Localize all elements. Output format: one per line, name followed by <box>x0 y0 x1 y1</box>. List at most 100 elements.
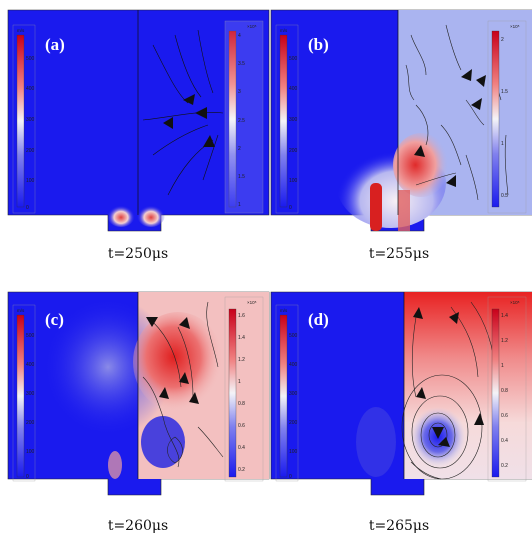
right-tick: 3.5 <box>238 61 245 67</box>
streamlines <box>142 301 224 468</box>
left-colorbar-frame <box>12 24 36 214</box>
panel-a: m/s 500 400 300 200 100 0 ×10⁵ 4 3.5 3 2… <box>3 5 271 240</box>
left-tick: 0 <box>26 474 29 480</box>
left-colorbar-frame <box>275 304 299 482</box>
right-tick: 0.6 <box>501 413 508 419</box>
right-tick: 2 <box>238 146 241 152</box>
right-tick: 1.5 <box>238 174 245 180</box>
right-colorbar-frame <box>487 20 527 214</box>
left-tick: 200 <box>289 148 298 154</box>
right-tick: 4 <box>238 33 241 39</box>
left-tick: 300 <box>289 391 298 397</box>
right-tick: 1 <box>238 202 241 208</box>
streamlines <box>405 24 509 201</box>
jet-blob <box>107 203 135 227</box>
panel-c-plot: m/s 500 400 300 200 100 0 ×10⁵ 1.6 1.4 1… <box>7 291 270 496</box>
time-caption-b: t=255μs <box>368 246 430 262</box>
left-colorbar-unit: m/s <box>280 308 288 313</box>
left-colorbar-frame <box>275 24 299 214</box>
wake-glow <box>43 297 173 437</box>
left-tick: 400 <box>26 362 35 368</box>
right-colorbar <box>228 308 237 478</box>
left-tick: 300 <box>26 117 35 123</box>
left-colorbar <box>16 34 25 208</box>
right-tick: 2 <box>501 37 504 43</box>
left-tick: 0 <box>289 474 292 480</box>
left-tick: 200 <box>289 420 298 426</box>
flow-arrows <box>163 94 215 147</box>
left-colorbar <box>279 34 288 208</box>
time-caption-a: t=250μs <box>107 246 169 262</box>
field-domain <box>7 9 270 232</box>
right-colorbar-frame <box>224 20 264 214</box>
right-tick: 1 <box>501 363 504 369</box>
panel-label: (b) <box>308 35 329 54</box>
right-colorbar <box>228 30 237 208</box>
panel-label: (d) <box>308 310 329 329</box>
panel-b: m/s 500 400 300 200 100 0 ×10⁵ 2 1.5 1 0… <box>266 5 532 240</box>
right-tick: 1.2 <box>501 338 508 344</box>
left-tick: 100 <box>26 449 35 455</box>
left-tick: 400 <box>289 362 298 368</box>
left-colorbar-unit: m/s <box>17 308 25 313</box>
right-colorbar-frame <box>487 296 527 482</box>
right-tick: 2.5 <box>238 118 245 124</box>
right-tick: 1 <box>238 379 241 385</box>
right-colorbar-unit: ×10⁵ <box>247 24 257 29</box>
left-tick: 400 <box>26 86 35 92</box>
right-tick: 1.2 <box>238 357 245 363</box>
left-tick: 500 <box>289 333 298 339</box>
jet-remnant <box>108 451 122 479</box>
right-tick: 1.5 <box>501 89 508 95</box>
panel-label: (a) <box>45 35 65 54</box>
right-tick: 0.8 <box>238 401 245 407</box>
right-colorbar-frame <box>224 296 264 482</box>
hot-region <box>133 312 223 412</box>
left-tick: 500 <box>26 333 35 339</box>
right-tick: 0.4 <box>238 445 245 451</box>
jet-blob <box>137 203 165 227</box>
left-tick: 100 <box>26 178 35 184</box>
right-tick: 1.4 <box>501 313 508 319</box>
left-colorbar-frame <box>12 304 36 482</box>
right-tick: 1.4 <box>238 335 245 341</box>
right-tick: 3 <box>238 89 241 95</box>
left-tick: 200 <box>26 420 35 426</box>
flow-arrows <box>146 317 199 404</box>
right-tick: 0.5 <box>501 193 508 199</box>
left-colorbar-unit: m/s <box>17 28 25 33</box>
right-colorbar <box>491 308 500 478</box>
right-tick: 1 <box>501 141 504 147</box>
right-tick: 1.6 <box>238 313 245 319</box>
panel-d: m/s 500 400 300 200 100 0 ×10⁵ 1.4 1.2 1… <box>266 287 532 507</box>
panel-a-plot: m/s 500 400 300 200 100 0 ×10⁵ 4 3.5 3 2… <box>7 9 270 232</box>
panel-label: (c) <box>45 310 64 329</box>
jet-core <box>398 190 410 231</box>
left-tick: 500 <box>289 56 298 62</box>
left-tick: 300 <box>26 391 35 397</box>
jet-core <box>370 183 382 231</box>
wake-glow <box>356 407 396 477</box>
right-tick: 0.6 <box>238 423 245 429</box>
time-caption-d: t=265μs <box>368 518 430 534</box>
left-tick: 0 <box>289 205 292 211</box>
left-tick: 100 <box>289 178 298 184</box>
panel-b-plot: m/s 500 400 300 200 100 0 ×10⁵ 2 1.5 1 0… <box>270 9 532 232</box>
panel-c: m/s 500 400 300 200 100 0 ×10⁵ 1.6 1.4 1… <box>3 287 271 507</box>
left-colorbar <box>279 314 288 478</box>
hot-region <box>393 133 449 197</box>
left-tick: 100 <box>289 449 298 455</box>
right-colorbar <box>491 30 500 208</box>
right-tick: 0.4 <box>501 438 508 444</box>
right-tick: 0.8 <box>501 388 508 394</box>
time-caption-c: t=260μs <box>107 518 169 534</box>
flow-arrows <box>413 307 484 447</box>
left-tick: 300 <box>289 117 298 123</box>
flow-arrows <box>414 69 486 187</box>
right-colorbar-unit: ×10⁵ <box>510 300 520 305</box>
panel-d-plot: m/s 500 400 300 200 100 0 ×10⁵ 1.4 1.2 1… <box>270 291 532 496</box>
right-tick: 0.2 <box>238 467 245 473</box>
left-tick: 0 <box>26 205 29 211</box>
left-tick: 500 <box>26 56 35 62</box>
left-tick: 400 <box>289 86 298 92</box>
